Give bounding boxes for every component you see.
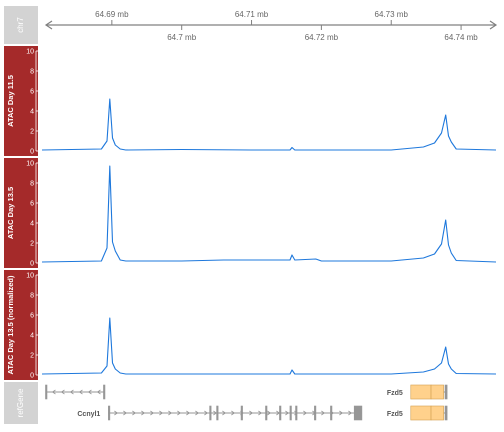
gene-exon — [103, 385, 105, 399]
gene-model: Fzd5 — [387, 406, 447, 420]
gene-exon — [411, 406, 431, 420]
gene-exon — [445, 406, 447, 420]
axis-tick-label-top: 64.71 mb — [235, 10, 269, 19]
signal-line — [42, 99, 496, 150]
signal-line — [42, 166, 496, 262]
axis-tick-label-top: 64.69 mb — [95, 10, 129, 19]
gene-exon — [108, 406, 110, 420]
signal-tracks: ATAC Day 11.5 0 2 4 6 8 10 ATAC Day 13.5 0 2 4 6 8 10… — [4, 46, 496, 380]
y-tick-label: 4 — [30, 333, 34, 340]
track-label: ATAC Day 13.5 — [6, 187, 15, 239]
gene-exon — [279, 406, 281, 420]
track-label: ATAC Day 11.5 — [6, 75, 15, 127]
y-tick-label: 8 — [30, 69, 34, 76]
gene-exon — [314, 406, 316, 420]
y-tick-label: 10 — [26, 49, 34, 56]
y-tick-label: 6 — [30, 89, 34, 96]
genome-axis-track: chr7 64.69 mb 64.71 mb 64.73 mb 64.7 mb 64.7… — [4, 6, 496, 44]
y-tick-label: 6 — [30, 313, 34, 320]
y-tick-label: 4 — [30, 109, 34, 116]
y-tick-label: 10 — [26, 161, 34, 168]
gene-exon — [411, 385, 431, 399]
y-tick-label: 0 — [30, 373, 34, 380]
gene-exon — [431, 406, 444, 420]
gene-model: Fzd5 — [387, 385, 447, 399]
y-tick-label: 8 — [30, 181, 34, 188]
gene-exon — [431, 385, 444, 399]
y-tick-label: 2 — [30, 241, 34, 248]
gene-name-label: Ccnyl1 — [77, 411, 100, 418]
y-tick-label: 2 — [30, 353, 34, 360]
track-label: ATAC Day 13.5 (normalized) — [6, 275, 15, 374]
gene-name-label: Fzd5 — [387, 411, 403, 418]
gene-exon — [45, 385, 47, 399]
axis-ticks: 64.69 mb 64.71 mb 64.73 mb 64.7 mb 64.72 mb 6… — [95, 10, 478, 42]
gene-exon — [290, 406, 292, 420]
axis-tick-label-bottom: 64.7 mb — [167, 33, 196, 42]
gene-exon — [354, 406, 362, 420]
y-tick-label: 2 — [30, 129, 34, 136]
signal-line — [42, 318, 496, 374]
gene-model: Ccnyl1 — [77, 406, 362, 420]
y-tick-label: 4 — [30, 221, 34, 228]
gene-exon — [330, 406, 332, 420]
gene-exon — [296, 406, 298, 420]
gene-track: refGene Ccnyl1 Fzd5 Fzd5 — [4, 382, 447, 424]
y-tick-label: 6 — [30, 201, 34, 208]
genes: Ccnyl1 Fzd5 Fzd5 — [45, 385, 447, 420]
y-tick-label: 0 — [30, 149, 34, 156]
gene-exon — [445, 385, 447, 399]
y-tick-label: 0 — [30, 261, 34, 268]
axis-tick-label-bottom: 64.74 mb — [444, 33, 478, 42]
signal-track: ATAC Day 11.5 0 2 4 6 8 10 — [4, 46, 496, 156]
axis-label: chr7 — [16, 17, 25, 33]
gene-exon — [241, 406, 243, 420]
axis-tick-label-bottom: 64.72 mb — [305, 33, 339, 42]
gene-track-label: refGene — [16, 388, 25, 417]
y-tick-label: 8 — [30, 293, 34, 300]
gene-exon — [217, 406, 219, 420]
gene-exon — [266, 406, 268, 420]
gene-exon — [210, 406, 212, 420]
y-tick-label: 10 — [26, 273, 34, 280]
gene-model — [45, 385, 104, 399]
signal-track: ATAC Day 13.5 0 2 4 6 8 10 — [4, 158, 496, 268]
axis-tick-label-top: 64.73 mb — [375, 10, 409, 19]
gene-name-label: Fzd5 — [387, 390, 403, 397]
signal-track: ATAC Day 13.5 (normalized) 0 2 4 6 8 10 — [4, 270, 496, 380]
